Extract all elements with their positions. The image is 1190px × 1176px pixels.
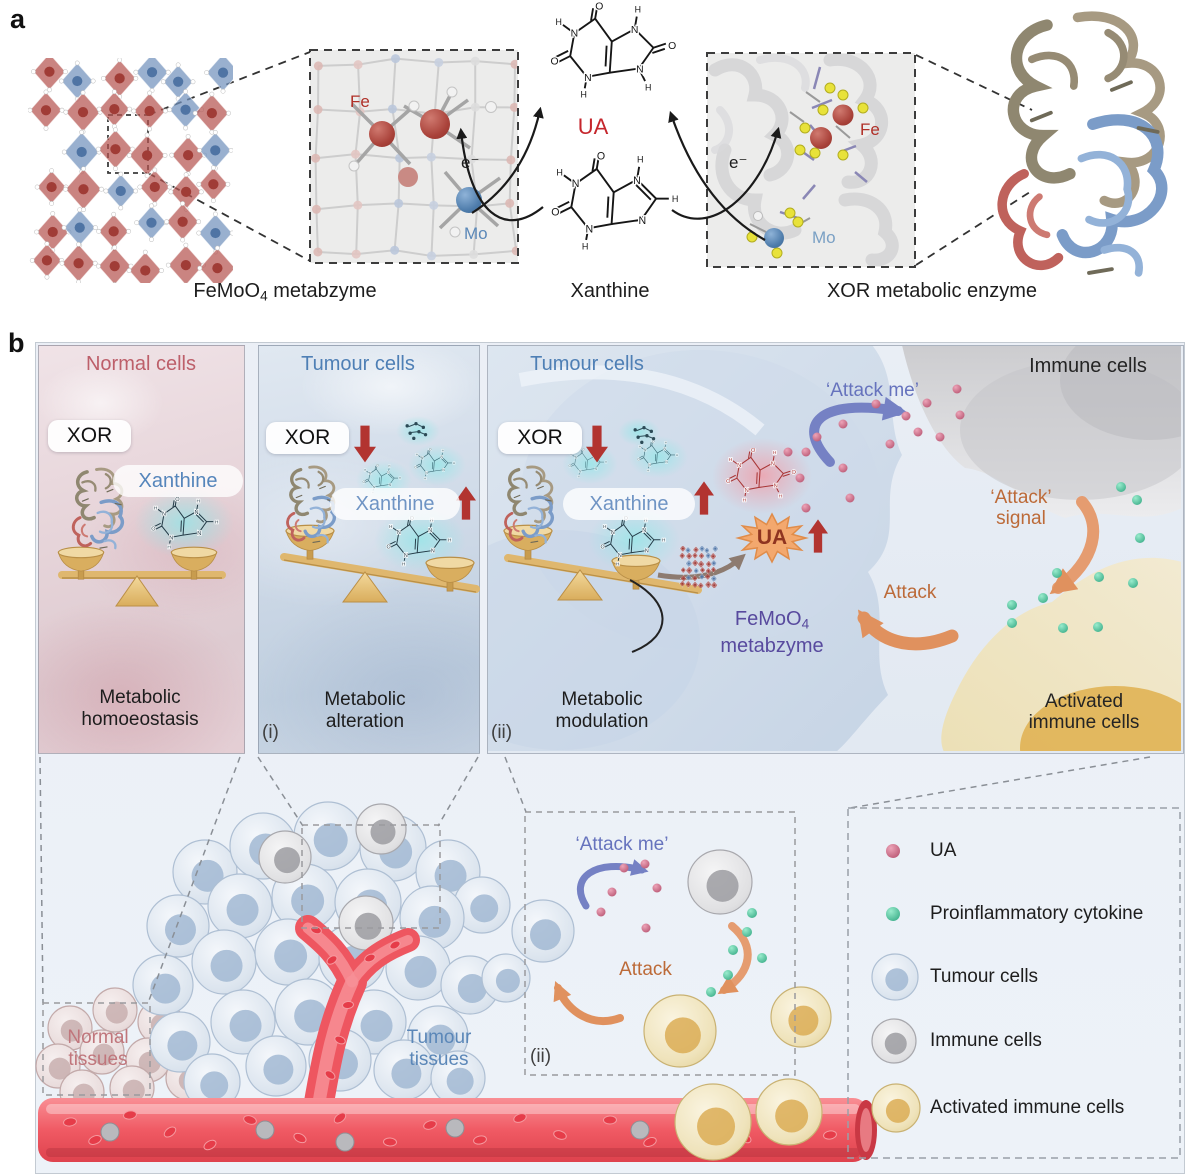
xor-decrease-arrow [354,425,376,463]
uric-acid-small [725,448,798,505]
fe-label: Fe [350,92,370,111]
inset-cytokine-dots [706,908,767,997]
xor-decrease-arrow [586,425,608,463]
tumour-zoom-box [301,824,441,929]
ua-starburst [735,512,809,564]
cytokine-dot-icon [886,907,900,921]
normal-tissues-label: Normal tissues [67,1027,129,1070]
uric-acid-structure [549,2,678,102]
attack-me-label: ‘Attack me’ [826,380,919,401]
bottom-connector-lines [39,756,1151,1004]
metabolic-modulation-caption: Metabolic modulation [555,689,649,732]
xanthine-caption: Xanthine [570,280,650,302]
index-i: (i) [262,722,279,743]
tumour-cells-title: Tumour cells [530,353,644,375]
legend-label-tumour-cells: Tumour cells [930,966,1039,987]
electron-label: e⁻ [729,153,748,172]
xanthine-increase-arrow [694,481,714,515]
conversion-arrow [657,553,746,580]
legend-label-activated: Activated immune cells [930,1097,1125,1118]
xanthine-pill: Xanthine [113,465,243,497]
femoo4-crystal-structure [28,58,233,283]
mo-label: Mo [464,224,488,243]
degrading-molecule [405,421,428,441]
legend-box [847,807,1181,1159]
tumour-tissues-label: Tumour tissues [406,1027,472,1070]
tumour-cells-title: Tumour cells [301,353,415,375]
cytokine-dots [1007,482,1145,633]
inset-cells [481,849,832,1161]
activated-immune-cells-label: Activated immune cells [1028,691,1140,733]
xor-zoom-box-interior [707,53,915,267]
fe-label: Fe [860,120,880,139]
balance-scale-tilted-ii [503,524,702,601]
mo-label: Mo [812,228,836,247]
inset-signal-arrow [717,922,752,995]
attack-signal-arrow [1049,496,1100,595]
ua-label: UA [577,114,609,139]
xor-protein-structure [1002,16,1162,273]
legend-label-cytokine: Proinflammatory cytokine [930,903,1144,924]
immune-cells-label: Immune cells [1029,355,1147,377]
femoo4-particle [678,546,719,588]
ua-increase-arrow [808,519,828,553]
inset-ii-box [524,811,796,1076]
femoo4-metabzyme-label: FeMoO4 metabzyme [720,608,824,658]
tumour-blood-vessel [295,915,420,1123]
balance-scale-tilted-i [280,524,480,603]
ua-dot-icon [886,844,900,858]
xanthine-pill: Xanthine [330,488,460,520]
metabolic-alteration-caption: Metabolic alteration [324,689,406,732]
index-ii: (ii) [491,722,513,743]
xanthine-small [150,497,220,552]
xor-badge: XOR [48,420,131,452]
scale-bracket-line [629,579,664,653]
blood-vessel [38,1098,877,1162]
electron-label: e⁻ [461,153,480,172]
xor-badge: XOR [266,422,349,454]
attack-label: Attack [883,582,937,603]
electron-transfer-arrows [456,106,782,241]
ua-starburst-label: UA [756,526,788,549]
panel-b-label: b [8,328,25,358]
balance-scale-balanced [57,546,226,607]
legend-label-immune-cells: Immune cells [930,1030,1042,1051]
crystal-zoom-box-interior [310,50,518,263]
xanthine-tiny [413,448,456,481]
metabolic-homoeostasis-caption: Metabolic homoeostasis [81,687,199,730]
xor-caption: XOR metabolic enzyme [826,280,1038,302]
normal-tissues-box [42,1002,151,1096]
legend-cell-icons [871,953,921,1133]
inset-ua-dots [596,859,662,933]
panel-a-label: a [10,4,26,34]
xor-badge: XOR [498,422,582,454]
ua-dots [783,384,965,513]
crystal-caption: FeMoO4 metabzyme [193,280,377,304]
inset-attack-me-label: ‘Attack me’ [575,834,669,855]
inset-attack-arrow [553,980,624,1026]
legend-label-ua: UA [930,840,957,861]
attack-me-arrow [809,396,908,467]
xanthine-structure [549,152,680,254]
normal-cells-title: Normal cells [85,353,197,375]
bottom-dashed-boxes [42,807,1181,1159]
attack-signal-label: ‘Attack’ signal [990,487,1052,529]
xanthine-pill: Xanthine [563,488,695,520]
inset-attack-label: Attack [619,959,672,980]
inset-index: (ii) [530,1046,552,1067]
bottom-illustration [35,801,921,1162]
inset-attack-me-arrow [576,859,649,910]
attack-arrow [857,609,959,651]
xanthine-tiny [636,440,679,473]
